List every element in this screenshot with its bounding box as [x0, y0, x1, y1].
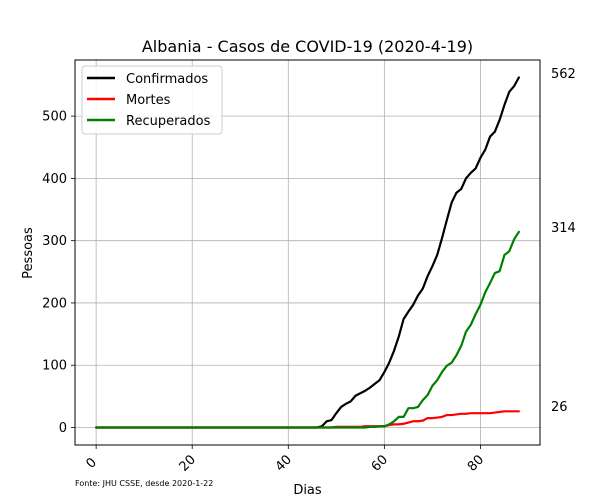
y-tick-label: 400 [42, 172, 67, 187]
series-line-confirmados [95, 76, 520, 429]
x-axis-label: Dias [293, 483, 322, 498]
legend-label-mortes: Mortes [126, 93, 171, 108]
legend-label-confirmados: Confirmados [126, 72, 208, 87]
series-lines [95, 76, 520, 429]
end-label-recuperados: 314 [551, 221, 576, 236]
plot-area-frame [74, 59, 541, 446]
y-tick-label: 300 [42, 234, 67, 249]
chart-title: Albania - Casos de COVID-19 (2020-4-19) [142, 37, 473, 56]
legend-box [81, 65, 223, 135]
source-note: Fonte: JHU CSSE, desde 2020-1-22 [75, 479, 213, 488]
end-label-confirmados: 562 [551, 67, 576, 82]
legend: Confirmados Mortes Recuperados [81, 65, 223, 135]
series-line-recuperados [95, 230, 520, 429]
y-axis-label: Pessoas [21, 227, 36, 279]
end-label-mortes: 26 [551, 400, 568, 415]
y-tick-label: 200 [42, 296, 67, 311]
y-tick-label: 0 [59, 421, 67, 436]
y-tick-label: 100 [42, 359, 67, 374]
y-tick-label: 500 [42, 110, 67, 125]
grid [75, 60, 540, 445]
legend-label-recuperados: Recuperados [126, 114, 211, 129]
